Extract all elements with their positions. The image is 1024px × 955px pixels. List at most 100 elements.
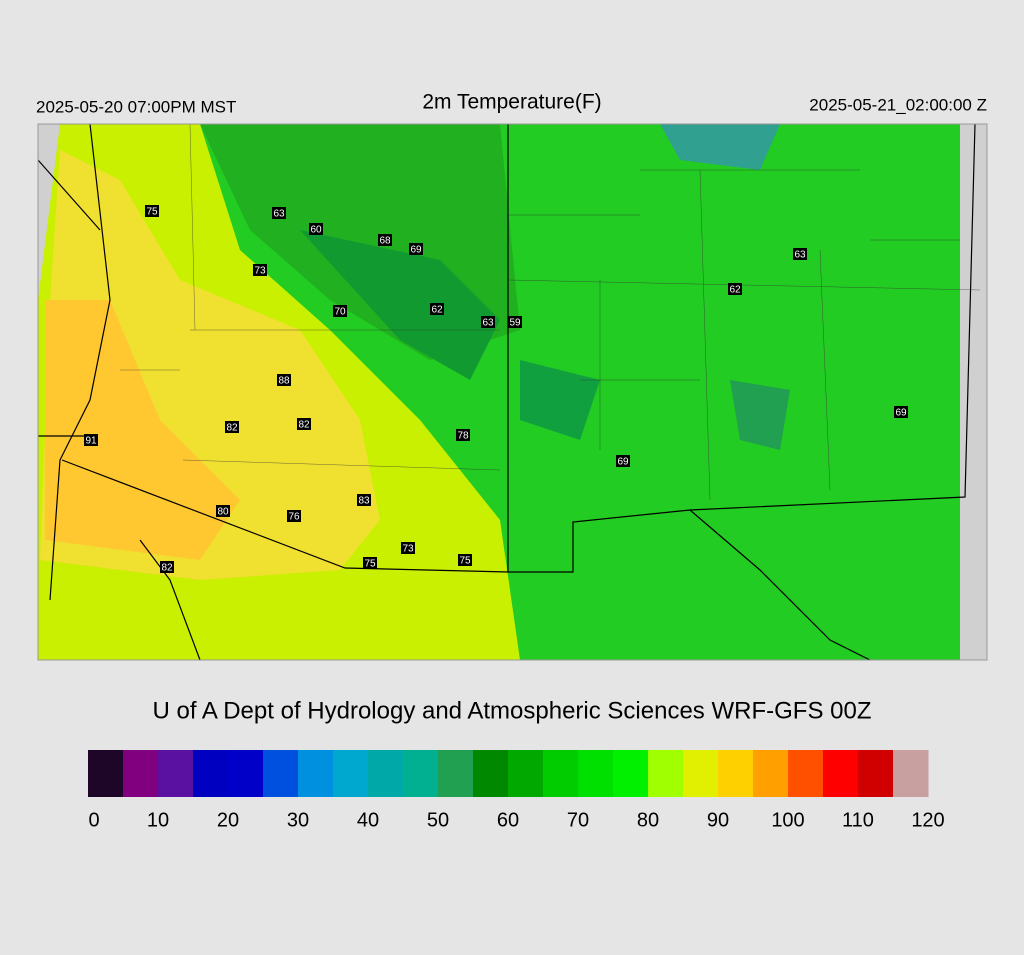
station-box [401, 542, 415, 554]
station: 75 [458, 554, 472, 567]
station-box [297, 418, 311, 430]
colorbar-tick-label: 70 [567, 809, 589, 831]
station-value: 82 [298, 420, 310, 431]
colorbar-segment [228, 750, 264, 797]
map-title: 2m Temperature(F) [422, 91, 601, 114]
station: 73 [253, 264, 267, 277]
colorbar-tick-label: 0 [88, 809, 99, 831]
colorbar-segment [823, 750, 859, 797]
station: 70 [333, 305, 347, 318]
station: 60 [309, 223, 323, 236]
station-value: 70 [334, 307, 346, 318]
valid-utc: 2025-05-21_02:00:00 Z [809, 95, 987, 114]
station: 63 [793, 248, 807, 261]
station-value: 62 [431, 305, 443, 316]
colorbar-segment [648, 750, 684, 797]
station-box [145, 205, 159, 217]
station: 83 [357, 494, 371, 507]
station-value: 88 [278, 376, 290, 387]
station: 59 [508, 316, 522, 329]
station-value: 91 [85, 436, 97, 447]
station-box [309, 223, 323, 235]
station-value: 63 [482, 318, 494, 329]
station: 76 [287, 510, 301, 523]
station-value: 69 [410, 245, 422, 256]
station-value: 73 [254, 266, 266, 277]
colorbar-segment [613, 750, 649, 797]
station-box [225, 421, 239, 433]
station-box [481, 316, 495, 328]
colorbar-tick-label: 50 [427, 809, 449, 831]
station: 75 [145, 205, 159, 218]
station-value: 59 [509, 318, 521, 329]
colorbar-tick-label: 90 [707, 809, 729, 831]
colorbar-segment [123, 750, 159, 797]
station-box [277, 374, 291, 386]
station-box [363, 557, 377, 569]
map-frame [37, 123, 988, 661]
colorbar-segment [368, 750, 404, 797]
station-value: 76 [288, 512, 300, 523]
colorbar-segment [683, 750, 719, 797]
colorbar-segment [718, 750, 754, 797]
station-box [160, 561, 174, 573]
station-value: 82 [161, 563, 173, 574]
colorbar-segment [543, 750, 579, 797]
station-box [458, 554, 472, 566]
colorbar-segment [88, 750, 124, 797]
station: 69 [409, 243, 423, 256]
station-value: 63 [794, 250, 806, 261]
credit: U of A Dept of Hydrology and Atmospheric… [153, 697, 872, 724]
station-box [894, 406, 908, 418]
colorbar-segment [578, 750, 614, 797]
station-box [378, 234, 392, 246]
colorbar-segment [193, 750, 229, 797]
station-value: 69 [895, 408, 907, 419]
colorbar-segment [158, 750, 194, 797]
station-box [216, 505, 230, 517]
station: 62 [430, 303, 444, 316]
colorbar-segment [263, 750, 299, 797]
station-box [616, 455, 630, 467]
station-value: 62 [729, 285, 741, 296]
colorbar-segment [403, 750, 439, 797]
colorbar-segment [753, 750, 789, 797]
station-value: 75 [459, 556, 471, 567]
station: 82 [297, 418, 311, 431]
colorbar-segment [788, 750, 824, 797]
station-value: 83 [358, 496, 370, 507]
colorbar-segment [893, 750, 929, 797]
station-box [456, 429, 470, 441]
station: 82 [160, 561, 174, 574]
colorbar-segment [858, 750, 894, 797]
station-box [333, 305, 347, 317]
station: 88 [277, 374, 291, 387]
station: 68 [378, 234, 392, 247]
station: 62 [728, 283, 742, 296]
colorbar-tick-label: 20 [217, 809, 239, 831]
valid-local: 2025-05-20 07:00PM MST [36, 97, 236, 116]
station-box [793, 248, 807, 260]
station-value: 60 [310, 225, 322, 236]
colorbar-tick-label: 80 [637, 809, 659, 831]
station-box [508, 316, 522, 328]
station-value: 75 [146, 207, 158, 218]
station: 91 [84, 434, 98, 447]
station: 69 [616, 455, 630, 468]
station: 69 [894, 406, 908, 419]
station-box [357, 494, 371, 506]
colorbar-segment [473, 750, 509, 797]
station-value: 69 [617, 457, 629, 468]
colorbar: 0 10 20 30 40 50 60 70 80 90 100 110 120 [88, 750, 945, 831]
stations: 75 63 60 68 69 73 70 62 63 59 62 63 88 82 82 78 69 69 91 83… [84, 205, 908, 574]
station: 73 [401, 542, 415, 555]
station-value: 75 [364, 559, 376, 570]
station-box [728, 283, 742, 295]
colorbar-tick-label: 120 [911, 809, 944, 831]
station: 63 [272, 207, 286, 220]
station-box [272, 207, 286, 219]
colorbar-segment [333, 750, 369, 797]
colorbar-tick-label: 100 [771, 809, 804, 831]
station-value: 80 [217, 507, 229, 518]
